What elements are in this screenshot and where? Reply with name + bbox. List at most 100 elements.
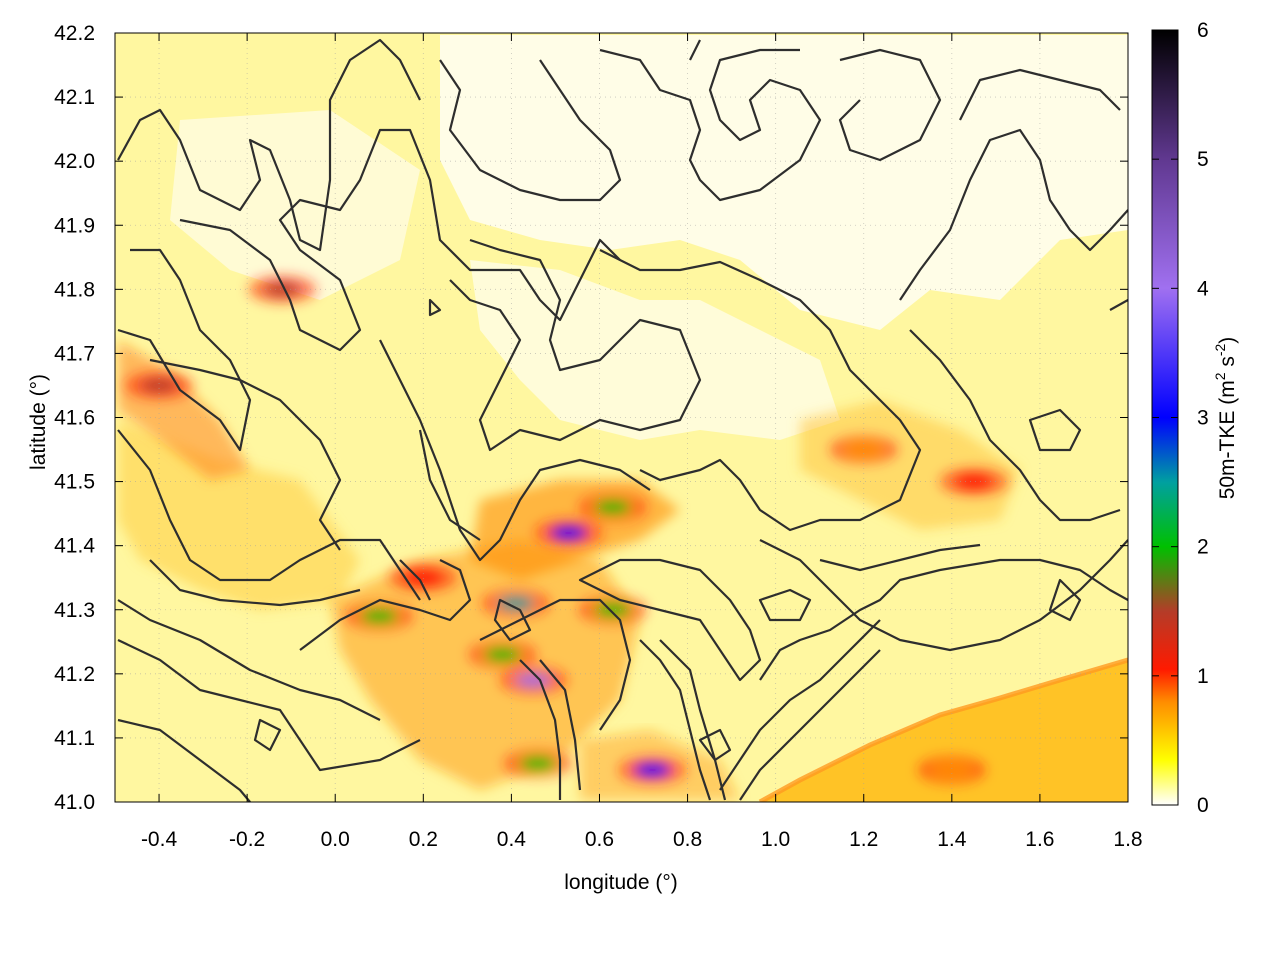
colorbar-tick-label: 0 (1197, 794, 1209, 817)
contour-line (759, 558, 1128, 681)
colorbar-label-middle: s (1216, 356, 1239, 372)
contour-line (117, 639, 421, 772)
y-tick-label: 41.6 (54, 407, 95, 430)
contour-line (899, 128, 1128, 301)
x-tick-label: 0.8 (673, 828, 702, 851)
contour-line (117, 38, 421, 252)
x-tick-label: 0.6 (585, 828, 614, 851)
contour-line (479, 598, 632, 731)
y-axis-label: latitude (°) (27, 374, 50, 470)
y-tick-label: 41.7 (54, 342, 95, 365)
tke-field-layer (118, 35, 1128, 802)
contour-line (493, 598, 532, 642)
contour-line (149, 358, 342, 551)
light-region-north (440, 35, 1128, 330)
x-tick-label: 1.4 (937, 828, 967, 851)
contour-line (719, 619, 881, 791)
tke-feature-core (264, 282, 301, 297)
contour-line (1028, 408, 1082, 452)
colorbar-label-text: 50m-TKE (m (1216, 380, 1239, 499)
colorbar-tick-label: 5 (1197, 148, 1209, 171)
colorbar-label-exponent-2: -2 (1212, 343, 1228, 356)
colorbar-tick-label: 4 (1197, 277, 1209, 300)
colorbar-tick-label: 6 (1197, 19, 1209, 42)
contour-line (759, 539, 1128, 652)
contour-line (959, 68, 1121, 121)
tke-feature-core (497, 596, 534, 611)
orange-band-coast-edge (758, 657, 1128, 802)
tke-feature-core (933, 762, 970, 777)
terrain-contours (117, 38, 1128, 802)
x-tick-label: 1.6 (1025, 828, 1054, 851)
y-tick-label: 41.4 (54, 535, 95, 558)
tke-feature-core (594, 500, 631, 515)
contour-line (149, 559, 361, 607)
grid-lines (115, 33, 1128, 802)
y-tick-label: 41.8 (54, 278, 95, 301)
warm-region-west (118, 420, 360, 610)
map-plot-area (115, 33, 1128, 802)
colorbar-tick-label: 3 (1197, 407, 1209, 430)
contour-line (117, 248, 252, 452)
y-tick-label: 42.2 (54, 22, 95, 45)
contour-line (539, 659, 582, 791)
contour-line (758, 588, 812, 622)
contour-line (909, 329, 1121, 522)
tke-feature-core (515, 673, 552, 688)
x-axis-label: longitude (°) (564, 871, 677, 894)
tke-feature-core (141, 378, 178, 393)
contour-line (439, 59, 622, 202)
contour-line (428, 298, 442, 317)
contour-line (117, 718, 251, 802)
y-tick-label: 42.1 (54, 86, 95, 109)
y-tick-label: 41.0 (54, 791, 95, 814)
x-tick-label: 1.8 (1113, 828, 1142, 851)
contour-line (599, 249, 922, 532)
x-tick-label: 1.0 (761, 828, 790, 851)
x-tick-label: 0.4 (497, 828, 527, 851)
contour-line (739, 649, 881, 801)
light-region-center (470, 260, 840, 440)
contour-line (117, 599, 381, 721)
colorbar-tick-label: 2 (1197, 536, 1209, 559)
contour-line (838, 48, 942, 162)
contour-line (299, 559, 472, 651)
contour-line (117, 429, 421, 601)
y-tick-label: 41.2 (54, 663, 95, 686)
tke-feature-core (550, 525, 587, 540)
contour-line (578, 558, 762, 682)
y-tick-label: 41.5 (54, 471, 95, 494)
tke-feature-core (519, 756, 556, 771)
contour-line (379, 339, 651, 562)
contour-line (659, 639, 727, 801)
contour-line (599, 48, 822, 202)
warm-region-coast (760, 660, 1128, 802)
colorbar-label-end: ) (1216, 337, 1239, 344)
x-tick-label: 0.2 (409, 828, 438, 851)
y-axis: 41.0 41.1 41.2 41.3 41.4 41.5 41.6 41.7 41.8 41.9… (54, 22, 1128, 814)
contour-line (689, 39, 701, 61)
colorbar-label: 50m-TKE (m2 s-2) (1212, 337, 1239, 500)
x-tick-label: 0.0 (321, 828, 350, 851)
contour-line (698, 728, 732, 762)
y-tick-label: 41.1 (54, 727, 95, 750)
tke-feature-core (594, 602, 631, 617)
contour-line (639, 639, 712, 801)
contour-line (1048, 578, 1082, 622)
y-tick-label: 41.3 (54, 599, 95, 622)
contour-line (449, 238, 702, 452)
x-tick-label: 1.2 (849, 828, 878, 851)
warm-region-east (800, 400, 1020, 530)
tke-feature-core (484, 647, 521, 662)
contour-line (399, 559, 431, 601)
x-tick-label: -0.4 (141, 828, 178, 851)
x-axis: -0.4 -0.2 0.0 0.2 0.4 0.6 0.8 1.0 1.2 1.4 1.6 1.8 (141, 33, 1143, 851)
colorbar-label-exponent-1: 2 (1212, 372, 1228, 380)
tke-feature-core (955, 474, 992, 489)
tke-feature-core (405, 570, 442, 585)
y-tick-label: 42.0 (54, 150, 95, 173)
colorbar-tick-label: 1 (1197, 665, 1209, 688)
tke-feature-core (845, 442, 882, 457)
